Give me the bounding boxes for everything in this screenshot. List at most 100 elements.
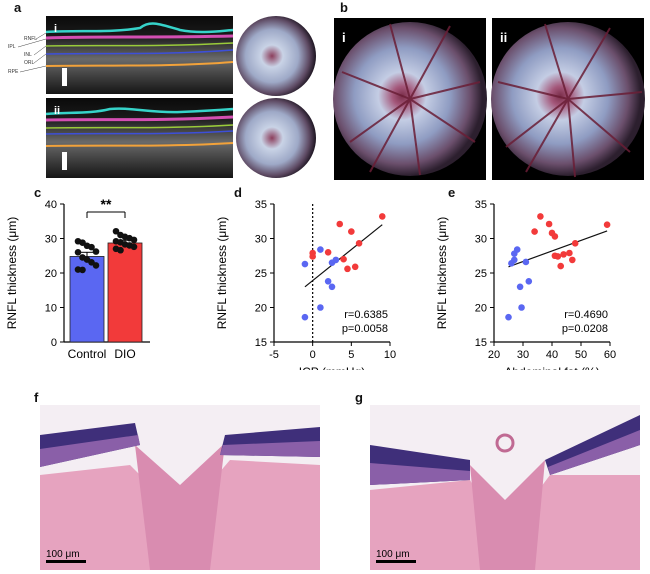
d-point-series-1: [340, 255, 347, 263]
histology-g: 100 μm: [370, 405, 640, 570]
c-y-tick-label: 20: [45, 268, 57, 280]
c-data-point: [130, 243, 138, 251]
c-data-point: [130, 236, 138, 244]
e-y-axis-label: RNFL thickness (μm): [435, 217, 449, 329]
oct-rpe-line-i: [45, 61, 234, 67]
d-x-tick-label: 0: [310, 349, 316, 361]
d-point-series-1: [348, 228, 355, 235]
c-y-tick-label: 10: [45, 303, 57, 315]
d-x-tick-label: 10: [384, 349, 396, 361]
d-y-axis-label: RNFL thickness (μm): [215, 217, 229, 329]
d-point-series-0: [317, 304, 324, 311]
d-point-series-1: [309, 253, 316, 260]
d-point-series-1: [344, 265, 351, 273]
fundus-numeral-i: i: [342, 30, 346, 45]
chart-c-bar: 0 10 20 30 40 RNFL thickness (μm) Control DIO **: [5, 196, 150, 361]
panel-label-b: b: [340, 0, 348, 15]
oct-orl-line-i: [45, 49, 234, 55]
histology-f-scale-label: 100 μm: [46, 549, 80, 560]
d-point-series-1: [351, 263, 359, 271]
oct-inl-line-ii: [45, 124, 234, 129]
fundus-thumb-ii: [236, 98, 316, 178]
e-point-series-1: [554, 253, 562, 260]
e-point-series-1: [566, 249, 573, 257]
e-x-tick-label: 20: [488, 349, 500, 361]
c-data-point: [112, 227, 120, 235]
e-y-tick-label: 15: [475, 337, 487, 349]
histology-f-stroma: [40, 465, 170, 570]
e-point-series-1: [537, 213, 544, 220]
oct-rpe-line-ii: [45, 142, 234, 147]
e-point-series-1: [531, 228, 538, 235]
fundus-vessels-ii: [497, 23, 643, 178]
oct-scale-bar-i: [62, 68, 67, 86]
d-point-series-0: [301, 313, 309, 321]
histology-f-scale-bar: [46, 560, 86, 563]
e-y-tick-label: 35: [475, 199, 487, 211]
c-data-point: [79, 266, 86, 274]
e-point-series-0: [522, 258, 530, 266]
e-point-series-1: [551, 233, 559, 240]
d-point-series-0: [301, 260, 309, 268]
d-x-axis-label: ICP (mmHg): [299, 365, 365, 370]
d-y-tick-label: 30: [255, 234, 267, 246]
c-y-axis-label: RNFL thickness (μm): [5, 217, 19, 329]
e-point-series-1: [560, 251, 567, 258]
layer-label-rpe: RPE: [8, 69, 19, 75]
c-data-point: [92, 248, 100, 255]
e-point-series-0: [525, 277, 533, 285]
chart-d-scatter: 15 20 25 30 35 -5 0 5 10 RNFL thickness (μm) ICP (…: [215, 199, 396, 370]
fundus-numeral-ii: ii: [500, 30, 507, 45]
fundus-vessels-i: [341, 23, 481, 176]
c-significance-label: **: [101, 196, 112, 212]
d-x-tick-label: -5: [269, 349, 279, 361]
c-y-tick-label: 30: [45, 234, 57, 246]
e-annotation-p: p=0.0208: [562, 323, 608, 335]
oct-orl-line-ii: [45, 130, 234, 135]
layer-label-ipl: IPL: [8, 44, 16, 50]
e-x-tick-label: 40: [546, 349, 558, 361]
e-point-series-1: [571, 240, 579, 247]
panel-label-e: e: [448, 185, 456, 200]
d-point-series-0: [332, 256, 340, 264]
c-data-point: [92, 262, 100, 269]
oct-ipl-line-ii: [45, 115, 234, 122]
e-point-series-1: [545, 220, 553, 228]
d-point-series-0: [317, 246, 324, 253]
c-bar-dio: [107, 242, 143, 343]
panel-b-fundus-figure: i ii: [333, 18, 645, 180]
panel-label-f: f: [34, 390, 39, 405]
d-point-series-1: [324, 249, 332, 256]
c-y-tick-label: 0: [51, 337, 57, 349]
d-x-tick-label: 5: [348, 349, 354, 361]
e-x-axis-label: Abdominal fat (%): [504, 365, 599, 370]
oct-numeral-ii: ii: [54, 105, 60, 117]
e-point-series-1: [569, 256, 576, 264]
d-annotation-r: r=0.6385: [344, 309, 388, 321]
d-y-tick-label: 35: [255, 199, 267, 211]
oct-rnfl-line-ii: [45, 107, 234, 116]
histology-g-stroma: [370, 480, 495, 570]
e-y-tick-label: 20: [475, 303, 487, 315]
e-point-series-1: [603, 221, 611, 228]
fundus-thumb-i: [236, 16, 316, 96]
e-point-series-1: [557, 262, 564, 270]
c-x-tick-label: Control: [68, 347, 107, 361]
d-annotation-p: p=0.0058: [342, 323, 388, 335]
histology-g-optic-nerve: [470, 460, 545, 570]
panel-label-d: d: [234, 185, 242, 200]
e-y-tick-label: 25: [475, 268, 487, 280]
d-fit-line: [304, 224, 383, 288]
d-point-series-1: [378, 213, 386, 220]
d-y-tick-label: 15: [255, 337, 267, 349]
e-point-series-0: [513, 246, 521, 253]
e-y-tick-label: 30: [475, 234, 487, 246]
e-annotation-r: r=0.4690: [564, 309, 608, 321]
panel-a-oct-figure: i RNFL IPL INL ORL RPE ii: [8, 16, 316, 178]
c-x-tick-label: DIO: [114, 347, 135, 361]
e-x-tick-label: 30: [517, 349, 529, 361]
d-point-series-1: [355, 240, 363, 247]
layer-label-orl: ORL: [24, 60, 35, 66]
e-x-tick-label: 50: [575, 349, 587, 361]
